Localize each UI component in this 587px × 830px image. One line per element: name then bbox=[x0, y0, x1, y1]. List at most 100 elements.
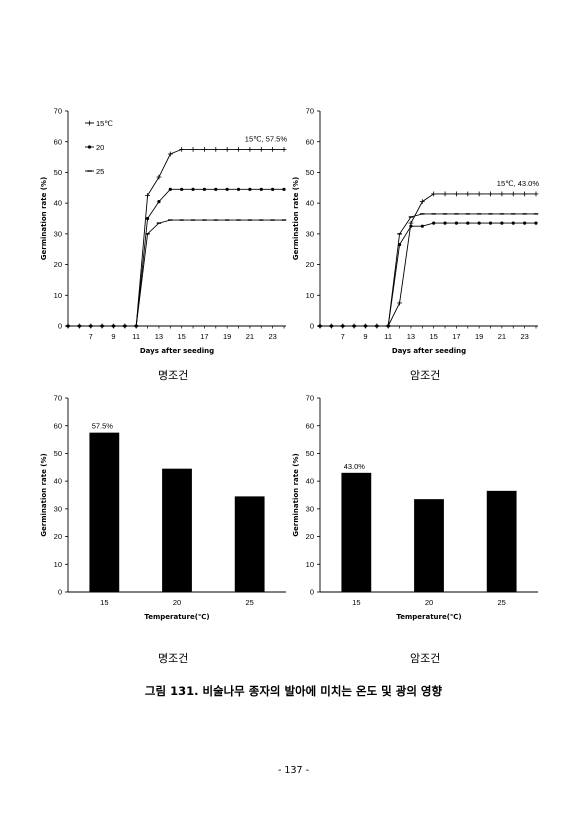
data-point bbox=[534, 221, 538, 225]
bar bbox=[162, 468, 192, 592]
data-point bbox=[477, 221, 481, 225]
x-tick-label: 20 bbox=[425, 598, 433, 607]
x-tick-label: 7 bbox=[89, 332, 93, 341]
page-number: - 137 - bbox=[277, 765, 310, 776]
data-point bbox=[87, 145, 92, 149]
y-tick-label: 50 bbox=[54, 168, 62, 177]
x-axis-label: Days after seeding bbox=[140, 347, 214, 355]
y-axis-label: Germination rate (%) bbox=[292, 177, 300, 260]
y-tick-label: 30 bbox=[306, 504, 314, 513]
y-tick-label: 20 bbox=[306, 260, 314, 269]
bar bbox=[486, 490, 517, 592]
data-point bbox=[236, 187, 241, 191]
data-point bbox=[466, 221, 470, 225]
y-tick-label: 10 bbox=[306, 291, 314, 300]
x-axis-label: Temperature(℃) bbox=[396, 613, 461, 621]
y-tick-label: 0 bbox=[310, 322, 314, 331]
caption-light-bar: 명조건 bbox=[158, 652, 189, 665]
y-tick-label: 20 bbox=[54, 532, 62, 541]
data-point bbox=[248, 187, 252, 191]
data-point bbox=[432, 221, 436, 225]
max-annotation: 15℃, 43.0% bbox=[497, 179, 540, 188]
legend-label: 15℃ bbox=[96, 119, 113, 128]
data-point bbox=[214, 187, 218, 191]
y-tick-label: 20 bbox=[54, 260, 62, 269]
y-axis-label: Germination rate (%) bbox=[292, 453, 300, 536]
y-tick-label: 70 bbox=[306, 394, 314, 403]
x-tick-label: 19 bbox=[223, 332, 231, 341]
data-point bbox=[488, 221, 493, 225]
data-point bbox=[225, 187, 229, 191]
y-tick-label: 70 bbox=[54, 107, 62, 116]
data-point bbox=[202, 187, 207, 191]
x-tick-label: 19 bbox=[475, 332, 483, 341]
y-tick-label: 60 bbox=[306, 137, 314, 146]
x-tick-label: 11 bbox=[132, 332, 140, 341]
bar bbox=[414, 499, 444, 592]
x-tick-label: 15 bbox=[100, 598, 108, 607]
x-tick-label: 15 bbox=[430, 332, 438, 341]
x-tick-label: 15 bbox=[178, 332, 186, 341]
y-tick-label: 0 bbox=[58, 588, 62, 597]
y-tick-label: 50 bbox=[306, 449, 314, 458]
y-tick-label: 30 bbox=[306, 229, 314, 238]
y-tick-label: 20 bbox=[306, 532, 314, 541]
data-point bbox=[168, 187, 172, 191]
y-tick-label: 0 bbox=[310, 588, 314, 597]
data-point bbox=[500, 221, 504, 225]
y-tick-label: 60 bbox=[306, 421, 314, 430]
y-tick-label: 70 bbox=[54, 394, 62, 403]
data-point bbox=[145, 216, 150, 221]
data-point bbox=[523, 221, 527, 225]
y-tick-label: 10 bbox=[306, 560, 314, 569]
x-tick-label: 25 bbox=[497, 598, 505, 607]
legend-label: 25 bbox=[96, 167, 104, 176]
y-tick-label: 60 bbox=[54, 421, 62, 430]
data-point bbox=[282, 187, 286, 191]
x-tick-label: 13 bbox=[155, 332, 163, 341]
data-point bbox=[191, 187, 195, 191]
max-annotation: 15℃, 57.5% bbox=[245, 134, 288, 143]
y-tick-label: 60 bbox=[54, 137, 62, 146]
data-point bbox=[259, 187, 263, 191]
x-tick-label: 25 bbox=[245, 598, 253, 607]
bar bbox=[341, 472, 372, 592]
data-point bbox=[157, 200, 161, 204]
y-tick-label: 40 bbox=[306, 477, 314, 486]
x-axis-label: Days after seeding bbox=[392, 347, 466, 355]
x-tick-label: 9 bbox=[363, 332, 367, 341]
x-axis-label: Temperature(℃) bbox=[144, 613, 209, 621]
bar bbox=[234, 496, 265, 592]
x-tick-label: 23 bbox=[520, 332, 528, 341]
bar-data-label: 43.0% bbox=[344, 462, 366, 471]
x-tick-label: 9 bbox=[111, 332, 115, 341]
data-point bbox=[180, 187, 184, 191]
x-tick-label: 21 bbox=[498, 332, 506, 341]
y-tick-label: 70 bbox=[306, 107, 314, 116]
y-tick-label: 40 bbox=[54, 199, 62, 208]
y-tick-label: 40 bbox=[306, 199, 314, 208]
x-tick-label: 17 bbox=[200, 332, 208, 341]
y-tick-label: 0 bbox=[58, 322, 62, 331]
x-tick-label: 17 bbox=[452, 332, 460, 341]
x-tick-label: 7 bbox=[341, 332, 345, 341]
data-point bbox=[511, 221, 515, 225]
caption-light-line: 명조건 bbox=[158, 369, 189, 382]
data-point bbox=[443, 221, 447, 225]
data-point bbox=[420, 224, 424, 228]
x-tick-label: 21 bbox=[246, 332, 254, 341]
y-tick-label: 50 bbox=[306, 168, 314, 177]
data-point bbox=[454, 221, 459, 225]
x-tick-label: 20 bbox=[173, 598, 181, 607]
y-axis-label: Germination rate (%) bbox=[40, 177, 48, 260]
figure-caption: 그림 131. 비술나무 종자의 발아에 미치는 온도 및 광의 영향 bbox=[144, 684, 443, 698]
y-tick-label: 30 bbox=[54, 229, 62, 238]
x-tick-label: 23 bbox=[268, 332, 276, 341]
y-tick-label: 50 bbox=[54, 449, 62, 458]
data-point bbox=[271, 187, 275, 191]
caption-dark-bar: 암조건 bbox=[410, 652, 441, 665]
